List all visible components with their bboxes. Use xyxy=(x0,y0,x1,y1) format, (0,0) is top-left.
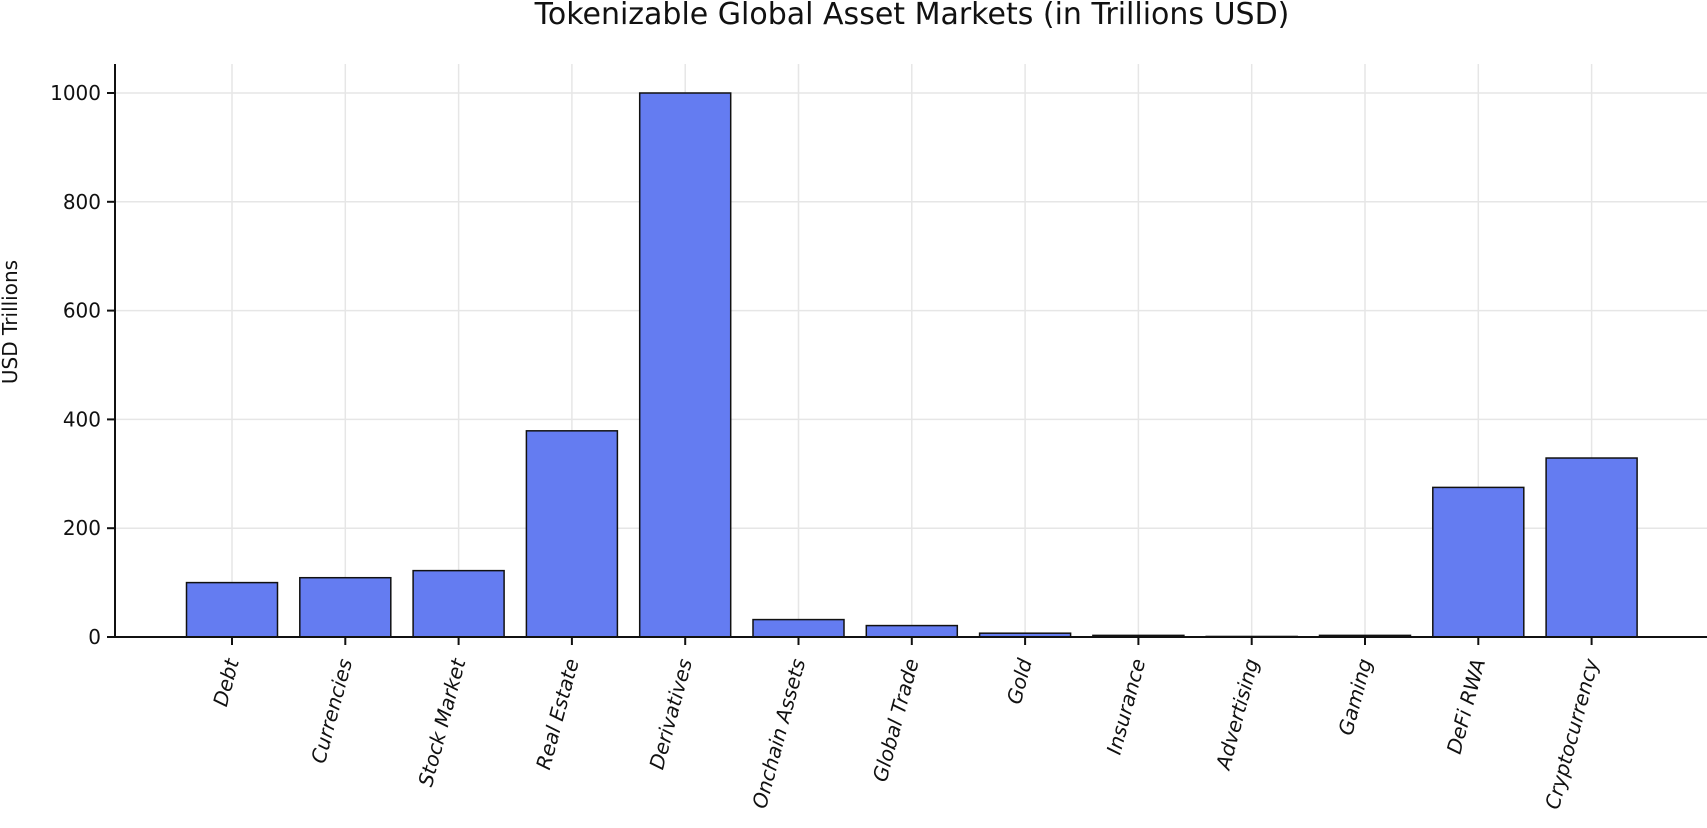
y-tick-label: 400 xyxy=(63,407,101,431)
y-axis-label: USD Trillions xyxy=(0,260,22,384)
y-ticks: 0 200 400 600 800 1000 xyxy=(50,81,115,649)
axes xyxy=(114,64,1707,638)
x-ticks: Debt Currencies Stock Market Real Estate Der… xyxy=(208,637,1604,812)
y-tick-label: 1000 xyxy=(50,81,101,105)
x-tick-label: Insurance xyxy=(1102,656,1151,757)
bar xyxy=(525,430,619,638)
x-tick-label: Debt xyxy=(208,655,244,709)
x-tick-label: Currencies xyxy=(306,656,357,766)
y-tick-label: 600 xyxy=(63,299,101,323)
bar xyxy=(865,624,959,638)
grid xyxy=(115,64,1707,637)
x-tick-label: Cryptocurrency xyxy=(1540,655,1604,812)
bar xyxy=(1545,457,1638,638)
x-tick-label: Onchain Assets xyxy=(747,656,810,811)
y-tick-label: 0 xyxy=(88,625,101,649)
bars xyxy=(185,92,1638,638)
x-tick-label: Gaming xyxy=(1333,656,1376,738)
chart-title: Tokenizable Global Asset Markets (in Tri… xyxy=(534,0,1290,32)
x-tick-label: Stock Market xyxy=(413,655,470,789)
bar xyxy=(1432,486,1525,638)
x-tick-label: Advertising xyxy=(1210,656,1263,774)
bar xyxy=(185,581,279,638)
y-tick-label: 800 xyxy=(63,190,101,214)
x-tick-label: Real Estate xyxy=(531,656,584,772)
y-tick-label: 200 xyxy=(63,516,101,540)
x-tick-label: Derivatives xyxy=(644,656,697,772)
x-tick-label: DeFi RWA xyxy=(1442,656,1490,756)
x-tick-label: Gold xyxy=(1002,656,1037,707)
bar xyxy=(752,618,845,638)
bar xyxy=(638,92,732,638)
x-tick-label: Global Trade xyxy=(868,656,924,784)
bar xyxy=(299,576,392,638)
bar xyxy=(412,569,505,638)
